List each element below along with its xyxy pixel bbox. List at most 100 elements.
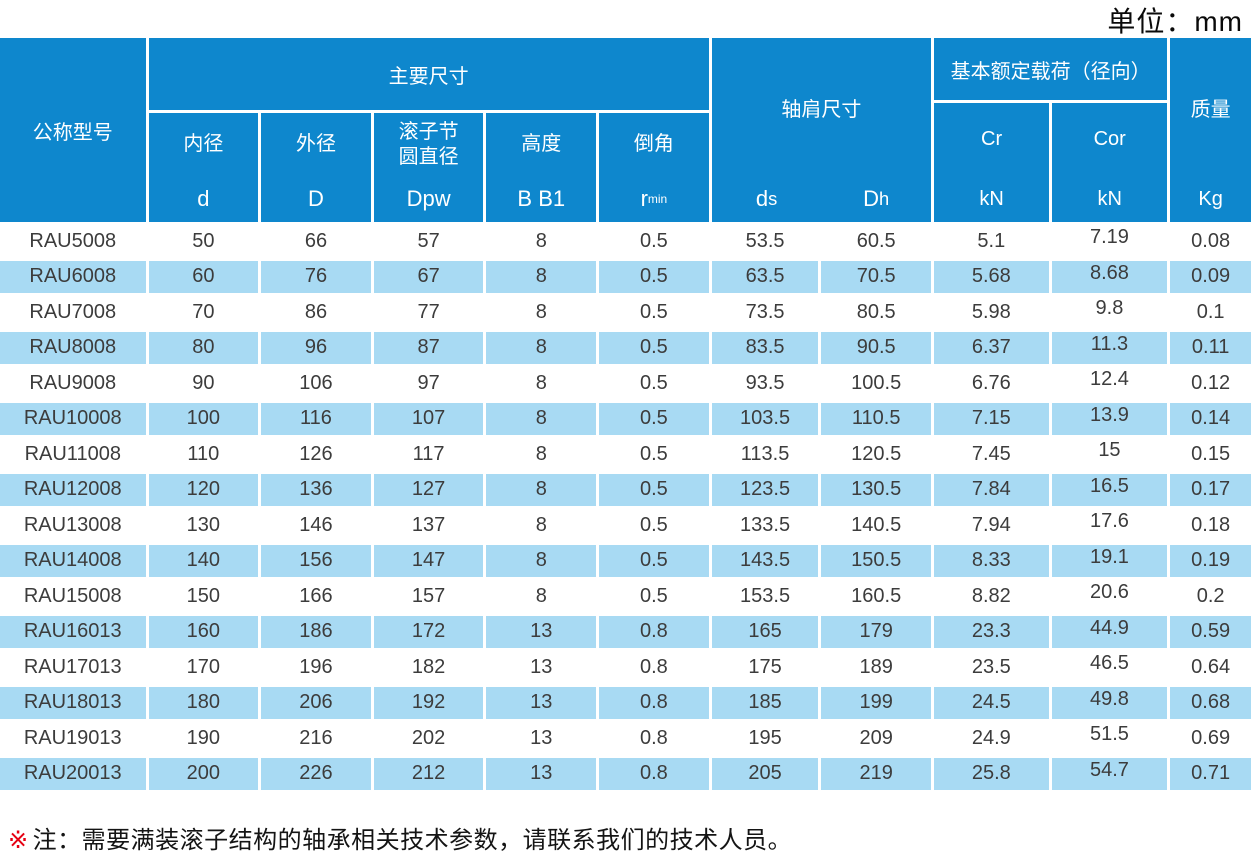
value-cell: 0.08 [1170,225,1251,258]
model-cell: RAU6008 [0,260,146,293]
col-label: Cor [1093,128,1126,150]
value-cell: 0.18 [1170,509,1251,542]
value-cell: 133.5 [711,509,819,542]
value-cell: 199 [821,686,932,719]
value-cell: 146 [261,509,371,542]
value-cell: 0.8 [599,651,709,684]
value-cell: 25.8 [934,757,1049,790]
header-col-cor: Cor kN [1052,103,1168,222]
value-cell: 130 [148,509,259,542]
value-cell: 54.7 [1051,757,1168,790]
value-cell: 5.98 [934,296,1049,329]
value-cell: 13.9 [1051,402,1168,435]
value-cell: 137 [373,509,484,542]
value-cell: 170 [148,651,259,684]
value-cell: 8 [486,473,597,506]
value-cell: 175 [711,651,819,684]
model-cell: RAU5008 [0,225,146,258]
value-cell: 7.15 [934,402,1049,435]
value-cell: 123.5 [711,473,819,506]
value-cell: 120.5 [821,438,932,471]
value-cell: 49.8 [1051,686,1168,719]
col-label: 内径 [183,133,224,155]
value-cell: 156 [261,544,371,577]
value-cell: 90.5 [821,331,932,364]
value-cell: 97 [373,367,484,400]
value-cell: 110 [148,438,259,471]
col-symbol: D [308,186,324,211]
col-label: 滚子节 圆直径 [398,120,459,168]
value-cell: 7.19 [1051,225,1168,258]
value-cell: 24.5 [934,686,1049,719]
value-cell: 182 [373,651,484,684]
value-cell: 0.8 [599,757,709,790]
value-cell: 23.5 [934,651,1049,684]
value-cell: 0.17 [1170,473,1251,506]
header-group-main-dimensions: 主要尺寸 内径 d 外径 D 滚子节 圆直径 Dpw 高度 B B1 [148,38,709,222]
value-cell: 150.5 [821,544,932,577]
value-cell: 219 [821,757,932,790]
value-cell: 76 [261,260,371,293]
header-col-inner-diameter: 内径 d [148,113,259,222]
value-cell: 0.64 [1170,651,1251,684]
value-cell: 0.5 [599,331,709,364]
model-cell: RAU11008 [0,438,146,471]
value-cell: 60.5 [821,225,932,258]
value-cell: 127 [373,473,484,506]
col-symbol: Dpw [406,186,451,211]
value-cell: 6.37 [934,331,1049,364]
value-cell: 13 [486,651,597,684]
value-cell: 189 [821,651,932,684]
value-cell: 186 [261,615,371,648]
value-cell: 8 [486,438,597,471]
value-cell: 136 [261,473,371,506]
col-unit: kN [979,187,1004,210]
col-unit: kN [1097,187,1122,210]
value-cell: 73.5 [711,296,819,329]
value-cell: 205 [711,757,819,790]
value-cell: 8 [486,402,597,435]
header-col-mass: 质量 Kg [1170,38,1251,222]
value-cell: 16.5 [1051,473,1168,506]
bearing-spec-table: 公称型号 主要尺寸 内径 d 外径 D 滚子节 圆直径 Dpw 高度 [0,38,1251,790]
value-cell: 160.5 [821,580,932,613]
value-cell: 8 [486,580,597,613]
value-cell: 8 [486,225,597,258]
footnote: ※ 注：需要满装滚子结构的轴承相关技术参数，请联系我们的技术人员。 [8,820,792,855]
model-cell: RAU14008 [0,544,146,577]
header-main-dims-label: 主要尺寸 [148,38,709,110]
header-main-dims-subrow: 内径 d 外径 D 滚子节 圆直径 Dpw 高度 B B1 倒角 r min [148,113,709,222]
value-cell: 87 [373,331,484,364]
value-cell: 190 [148,722,259,755]
value-cell: 63.5 [711,260,819,293]
header-shoulder-label: 轴肩尺寸 [781,98,862,121]
value-cell: 126 [261,438,371,471]
value-cell: 50 [148,225,259,258]
value-cell: 77 [373,296,484,329]
model-cell: RAU19013 [0,722,146,755]
value-cell: 80.5 [821,296,932,329]
footnote-asterisk: ※ [8,827,29,854]
value-cell: 0.11 [1170,331,1251,364]
value-cell: 8 [486,544,597,577]
value-cell: 116 [261,402,371,435]
value-cell: 66 [261,225,371,258]
value-cell: 8 [486,260,597,293]
header-col-cr: Cr kN [934,103,1050,222]
value-cell: 8 [486,367,597,400]
value-cell: 0.71 [1170,757,1251,790]
value-cell: 8 [486,509,597,542]
header-col-outer-diameter: 外径 D [261,113,371,222]
header-group-rated-load: 基本额定载荷（径向） Cr kN Cor kN [934,38,1168,222]
value-cell: 8.68 [1051,260,1168,293]
value-cell: 80 [148,331,259,364]
value-cell: 143.5 [711,544,819,577]
model-cell: RAU20013 [0,757,146,790]
value-cell: 202 [373,722,484,755]
value-cell: 180 [148,686,259,719]
model-cell: RAU13008 [0,509,146,542]
model-cell: RAU10008 [0,402,146,435]
